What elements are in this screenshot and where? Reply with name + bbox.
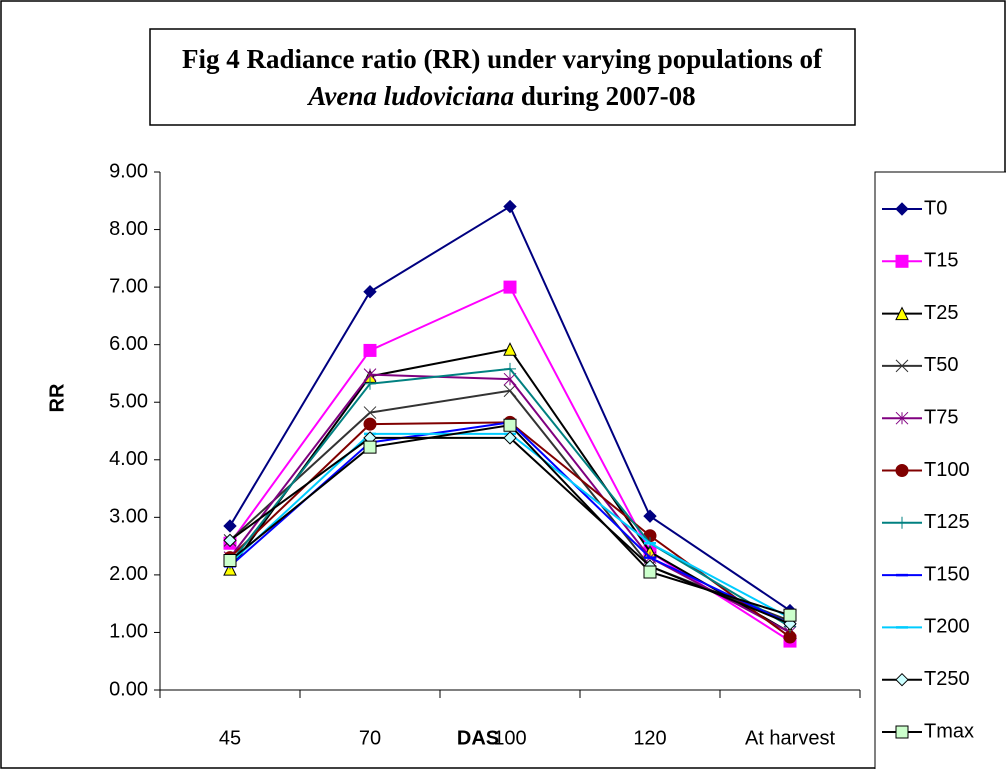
legend-label: T200 [924,616,970,638]
data-point [643,565,657,579]
legend-label: T75 [924,406,958,428]
data-point [503,199,517,214]
legend-label: Tmax [924,720,974,742]
data-point [643,509,657,523]
legend-label: T150 [924,563,970,585]
legend-label: T125 [924,511,970,533]
legend-marker [895,411,909,425]
data-point [504,362,516,375]
data-point [363,343,377,357]
legend-marker [895,306,909,321]
data-point [503,384,517,398]
legend-marker [895,359,909,373]
title-rest: during 2007-08 [521,81,696,111]
y-tick-label: 9.00 [109,160,148,182]
title-italic: Avena ludoviciana [306,81,514,111]
x-tick-label: At harvest [745,727,835,749]
legend-label: T50 [924,354,958,376]
legend-label: T15 [924,250,958,272]
y-tick-label: 4.00 [109,448,148,470]
legend-label: T0 [924,197,947,219]
data-point [783,608,797,622]
y-tick-label: 8.00 [109,218,148,240]
data-point [363,285,377,299]
x-tick-label: 100 [493,727,526,749]
y-axis-title: RR [46,383,68,412]
title-box [149,28,856,126]
x-axis-title: DAS [457,727,499,749]
data-point [223,533,237,548]
data-point [363,440,377,454]
y-tick-label: 2.00 [109,563,148,585]
data-point [503,280,517,294]
chart-title: Avena ludoviciana during 2007-08 [306,81,695,111]
legend-label: T25 [924,302,958,324]
legend-marker [895,202,909,216]
data-point [363,417,377,431]
y-tick-label: 7.00 [109,275,148,297]
legend-marker [895,254,909,268]
y-tick-label: 3.00 [109,506,148,528]
data-point [503,342,517,356]
chart-title: Fig 4 Radiance ratio (RR) under varying … [182,44,823,74]
legend-box [874,171,1006,769]
legend-label: T250 [924,668,970,690]
legend-marker [895,725,909,739]
y-tick-label: 6.00 [109,333,148,355]
y-tick-label: 5.00 [109,391,148,413]
data-point [364,377,376,390]
x-tick-label: 45 [219,727,241,749]
legend-marker [895,672,909,687]
data-point [783,630,797,644]
data-point [363,406,377,419]
legend-marker [896,516,908,529]
y-tick-label: 1.00 [109,621,148,643]
legend-label: T100 [924,459,970,481]
x-tick-label: 70 [359,727,381,749]
data-point [503,431,517,445]
data-point [503,418,517,432]
data-point [223,554,237,567]
y-tick-label: 0.00 [109,678,148,700]
legend-marker [895,464,909,477]
x-tick-label: 120 [633,727,666,749]
data-point [223,519,237,533]
